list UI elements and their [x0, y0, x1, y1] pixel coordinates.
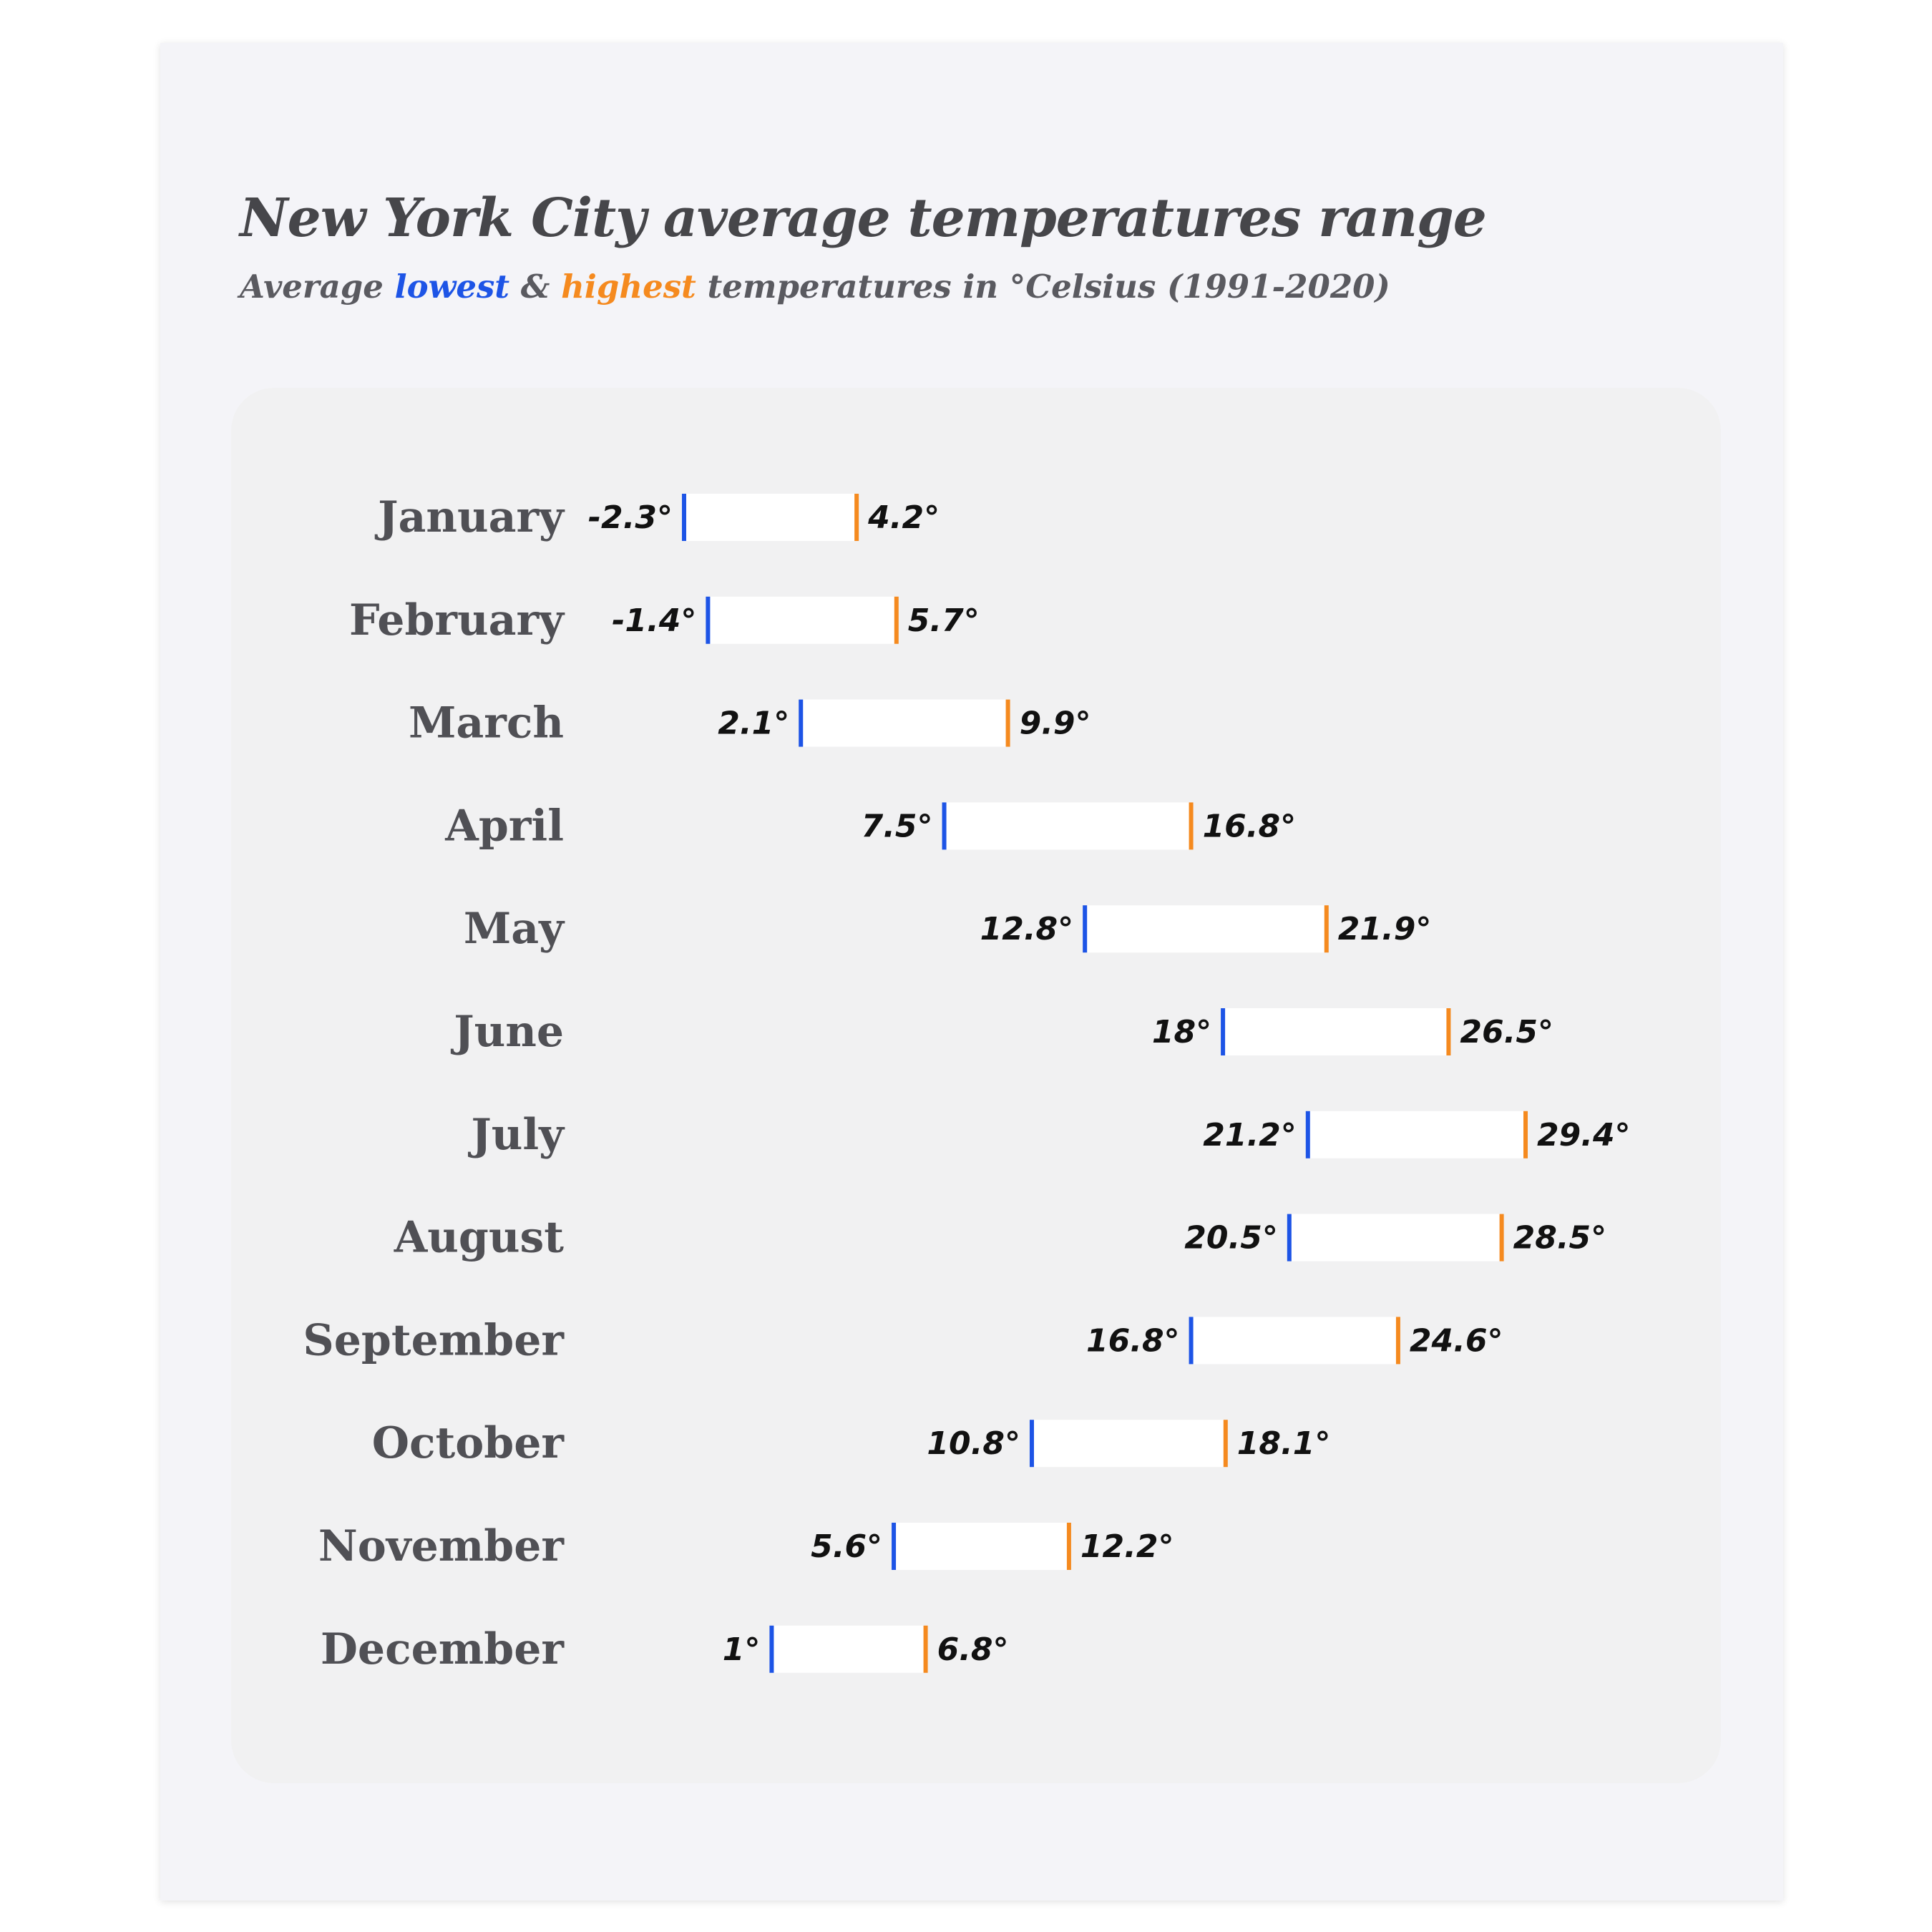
low-marker-august	[1287, 1214, 1292, 1262]
range-bar-february	[708, 596, 897, 644]
month-label-february: February	[349, 595, 565, 645]
subtitle-lowest-word: lowest	[394, 268, 510, 306]
high-value-label-october: 18.1°	[1237, 1425, 1331, 1462]
low-marker-february	[706, 596, 711, 644]
low-value-label-july: 21.2°	[1203, 1117, 1297, 1153]
high-marker-november	[1066, 1523, 1071, 1570]
chart-title: New York City average temperatures range	[240, 187, 1487, 249]
range-bar-october	[1031, 1420, 1226, 1468]
high-value-label-june: 26.5°	[1460, 1014, 1553, 1050]
range-bar-december	[771, 1625, 926, 1673]
month-label-december: December	[321, 1624, 565, 1674]
high-marker-october	[1223, 1420, 1228, 1468]
low-value-label-august: 20.5°	[1184, 1220, 1278, 1257]
subtitle-middle: &	[509, 268, 562, 306]
subtitle-suffix: temperatures in °Celsius (1991-2020)	[696, 268, 1390, 306]
subtitle-prefix: Average	[240, 268, 395, 306]
high-value-label-january: 4.2°	[867, 499, 940, 536]
month-label-january: January	[374, 492, 565, 542]
low-marker-july	[1305, 1111, 1310, 1158]
month-label-november: November	[318, 1521, 565, 1571]
high-marker-february	[894, 596, 899, 644]
low-value-label-june: 18°	[1152, 1014, 1211, 1050]
low-value-label-february: -1.4°	[612, 602, 696, 639]
range-bar-june	[1223, 1008, 1449, 1055]
month-label-september: September	[303, 1315, 565, 1365]
range-bar-september	[1191, 1317, 1398, 1365]
low-value-label-november: 5.6°	[811, 1528, 882, 1565]
month-label-may: May	[464, 904, 565, 954]
high-value-label-august: 28.5°	[1513, 1220, 1607, 1257]
low-value-label-september: 16.8°	[1086, 1322, 1180, 1359]
high-value-label-november: 12.2°	[1080, 1528, 1174, 1565]
low-marker-october	[1029, 1420, 1034, 1468]
subtitle-highest-word: highest	[561, 268, 696, 306]
range-bar-may	[1085, 905, 1327, 953]
low-value-label-may: 12.8°	[980, 911, 1074, 947]
high-marker-june	[1446, 1008, 1451, 1055]
high-value-label-december: 6.8°	[937, 1631, 1009, 1668]
high-marker-july	[1523, 1111, 1528, 1158]
month-label-july: July	[467, 1110, 565, 1160]
high-value-label-march: 9.9°	[1020, 706, 1091, 742]
low-value-label-april: 7.5°	[862, 808, 933, 844]
high-value-label-may: 21.9°	[1338, 911, 1432, 947]
low-marker-may	[1083, 905, 1088, 953]
high-marker-may	[1324, 905, 1329, 953]
high-marker-january	[854, 494, 859, 541]
month-label-april: April	[444, 801, 564, 851]
high-value-label-april: 16.8°	[1203, 808, 1297, 844]
low-marker-april	[942, 802, 947, 850]
low-marker-march	[799, 699, 804, 747]
low-marker-november	[892, 1523, 897, 1570]
high-marker-april	[1189, 802, 1194, 850]
high-marker-august	[1499, 1214, 1504, 1262]
high-value-label-july: 29.4°	[1537, 1117, 1631, 1153]
low-value-label-october: 10.8°	[927, 1425, 1020, 1462]
range-bar-july	[1307, 1111, 1526, 1158]
range-bar-january	[684, 494, 857, 541]
low-marker-june	[1221, 1008, 1226, 1055]
range-bar-april	[944, 802, 1191, 850]
low-value-label-december: 1°	[723, 1631, 761, 1668]
low-marker-september	[1189, 1317, 1194, 1365]
high-marker-september	[1395, 1317, 1400, 1365]
month-label-october: October	[372, 1418, 565, 1468]
high-value-label-february: 5.7°	[908, 602, 980, 639]
chart-subtitle: Average lowest & highest temperatures in…	[240, 268, 1390, 306]
range-bar-march	[801, 699, 1008, 747]
low-marker-december	[769, 1625, 774, 1673]
high-marker-march	[1005, 699, 1010, 747]
month-label-august: August	[394, 1213, 565, 1263]
high-marker-december	[923, 1625, 928, 1673]
low-value-label-march: 2.1°	[718, 706, 789, 742]
low-value-label-january: -2.3°	[588, 499, 673, 536]
high-value-label-september: 24.6°	[1410, 1322, 1503, 1359]
range-bar-november	[894, 1523, 1069, 1570]
low-marker-january	[682, 494, 686, 541]
month-label-march: March	[409, 698, 564, 748]
month-label-june: June	[450, 1007, 564, 1057]
range-bar-august	[1289, 1214, 1502, 1262]
